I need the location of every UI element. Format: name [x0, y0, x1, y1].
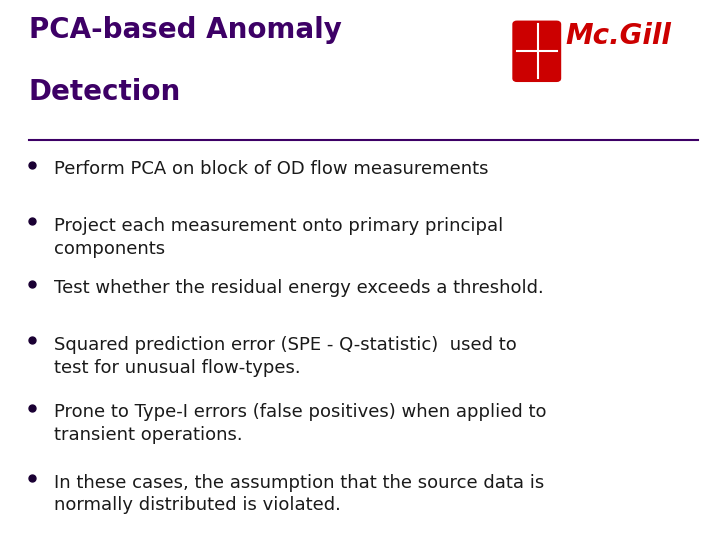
Text: PCA-based Anomaly: PCA-based Anomaly [29, 16, 342, 44]
Text: Perform PCA on block of OD flow measurements: Perform PCA on block of OD flow measurem… [54, 160, 488, 178]
Text: Squared prediction error (SPE - Q-statistic)  used to
test for unusual flow-type: Squared prediction error (SPE - Q-statis… [54, 336, 517, 377]
FancyBboxPatch shape [513, 22, 560, 81]
Text: Mc.Gill: Mc.Gill [565, 22, 671, 50]
Text: Detection: Detection [29, 78, 181, 106]
Text: In these cases, the assumption that the source data is
normally distributed is v: In these cases, the assumption that the … [54, 474, 544, 515]
Text: Prone to Type-I errors (false positives) when applied to
transient operations.: Prone to Type-I errors (false positives)… [54, 403, 546, 444]
Text: Test whether the residual energy exceeds a threshold.: Test whether the residual energy exceeds… [54, 279, 544, 297]
Text: Project each measurement onto primary principal
components: Project each measurement onto primary pr… [54, 217, 503, 258]
